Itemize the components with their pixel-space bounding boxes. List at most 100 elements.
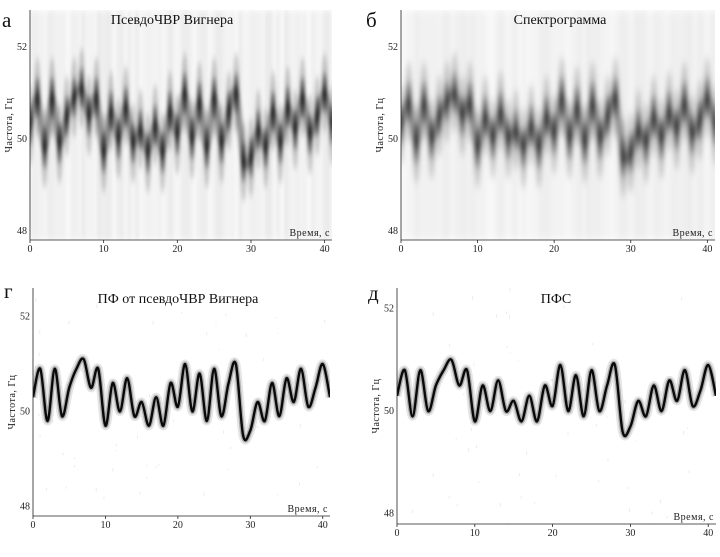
- speckle: [506, 345, 508, 349]
- y-axis-label: Частота, Гц: [371, 378, 382, 433]
- speckle: [624, 400, 626, 404]
- x-axis-label: Время, с: [290, 228, 331, 239]
- speckle: [449, 344, 451, 348]
- x-tick-label: 40: [320, 244, 330, 255]
- speckle: [137, 435, 138, 439]
- speckle: [565, 294, 567, 296]
- speckle: [688, 470, 690, 473]
- speckle: [286, 394, 288, 397]
- speckle: [509, 352, 511, 354]
- speckle: [518, 360, 519, 362]
- speckle: [448, 496, 450, 499]
- speckle: [520, 496, 522, 500]
- speckle: [709, 372, 710, 374]
- speckle: [463, 393, 465, 396]
- streak: [519, 10, 522, 240]
- speckle: [635, 440, 636, 443]
- y-tick-label: 52: [384, 304, 394, 315]
- speckle: [173, 419, 175, 423]
- speckle: [39, 330, 41, 335]
- speckle: [223, 430, 225, 434]
- speckle: [455, 437, 457, 440]
- panel-label-d: д: [368, 281, 379, 305]
- speckle: [172, 399, 174, 403]
- x-tick-label: 20: [549, 244, 559, 255]
- speckle: [155, 465, 157, 469]
- x-tick-label: 30: [246, 244, 256, 255]
- y-tick-label: 50: [20, 407, 30, 418]
- panel-title-g: ПФ от псевдоЧВР Вигнера: [98, 292, 260, 307]
- speckle: [606, 416, 608, 418]
- speckle: [230, 446, 232, 449]
- speckle: [52, 419, 54, 424]
- speckle: [215, 322, 217, 324]
- speckle: [499, 502, 501, 507]
- speckle: [598, 479, 600, 483]
- streak: [135, 10, 139, 240]
- panel-label-g: г: [4, 279, 13, 303]
- streak: [82, 10, 85, 240]
- x-tick-label: 40: [703, 528, 713, 539]
- speckle: [257, 425, 258, 429]
- speckle: [567, 432, 569, 435]
- speckle: [38, 413, 40, 417]
- streak: [246, 10, 250, 240]
- y-tick-label: 52: [17, 42, 27, 53]
- y-tick-label: 48: [17, 226, 27, 237]
- y-axis-label: Частота, Гц: [7, 374, 18, 429]
- speckle: [666, 516, 668, 519]
- streak: [143, 10, 146, 240]
- streak: [32, 10, 35, 240]
- streak: [626, 10, 629, 240]
- speckle: [538, 421, 540, 425]
- y-tick-label: 48: [384, 509, 394, 520]
- plot-d: 0 10 20 30 40 48 50 52 Время, с Частота, Гц: [371, 288, 716, 539]
- speckle: [34, 365, 36, 369]
- streak: [78, 10, 81, 240]
- speckle: [116, 443, 117, 447]
- speckle: [74, 457, 75, 460]
- speckle: [181, 311, 183, 314]
- speckle: [139, 492, 141, 495]
- x-tick-label: 40: [318, 520, 328, 531]
- ridge-line: [401, 89, 715, 165]
- speckle: [534, 502, 536, 505]
- panel-label-a: а: [2, 8, 12, 32]
- speckle: [476, 445, 478, 448]
- streak: [231, 10, 234, 240]
- speckle: [68, 320, 70, 325]
- x-axis-label: Время, с: [288, 504, 329, 515]
- speckle: [432, 473, 434, 478]
- speckle: [571, 411, 573, 414]
- heatmap-energy-b: [401, 10, 715, 240]
- speckle: [681, 297, 683, 301]
- y-tick-label: 50: [388, 134, 398, 145]
- speckle: [65, 486, 67, 489]
- series-line: [33, 357, 330, 442]
- speckle: [38, 352, 40, 357]
- speckle: [473, 363, 475, 366]
- streak: [709, 10, 713, 240]
- ridge-line: [30, 84, 332, 170]
- streak: [610, 10, 613, 240]
- speckle: [496, 314, 497, 318]
- y-tick-label: 52: [20, 312, 30, 323]
- x-tick-label: 0: [395, 528, 400, 539]
- speckle: [509, 288, 511, 292]
- x-tick-label: 10: [99, 244, 109, 255]
- heatmap-energy-a: [30, 10, 332, 240]
- speckle: [607, 458, 609, 462]
- speckle: [687, 427, 689, 430]
- streak: [511, 10, 514, 240]
- x-tick-label: 30: [245, 520, 255, 531]
- plot-g: 0 10 20 30 40 48 50 52 Время, с Частота, Гц: [7, 288, 330, 531]
- y-axis-label: Частота, Гц: [375, 97, 386, 152]
- speckle: [62, 452, 64, 456]
- speckle: [203, 492, 205, 497]
- speckle: [316, 466, 318, 469]
- y-tick-label: 50: [384, 406, 394, 417]
- panel-d: д ПФС 0 10 20 30 40 48 50 52 Время, с Частота, Гц: [368, 281, 716, 539]
- speckle: [518, 473, 520, 477]
- speckle: [66, 383, 68, 387]
